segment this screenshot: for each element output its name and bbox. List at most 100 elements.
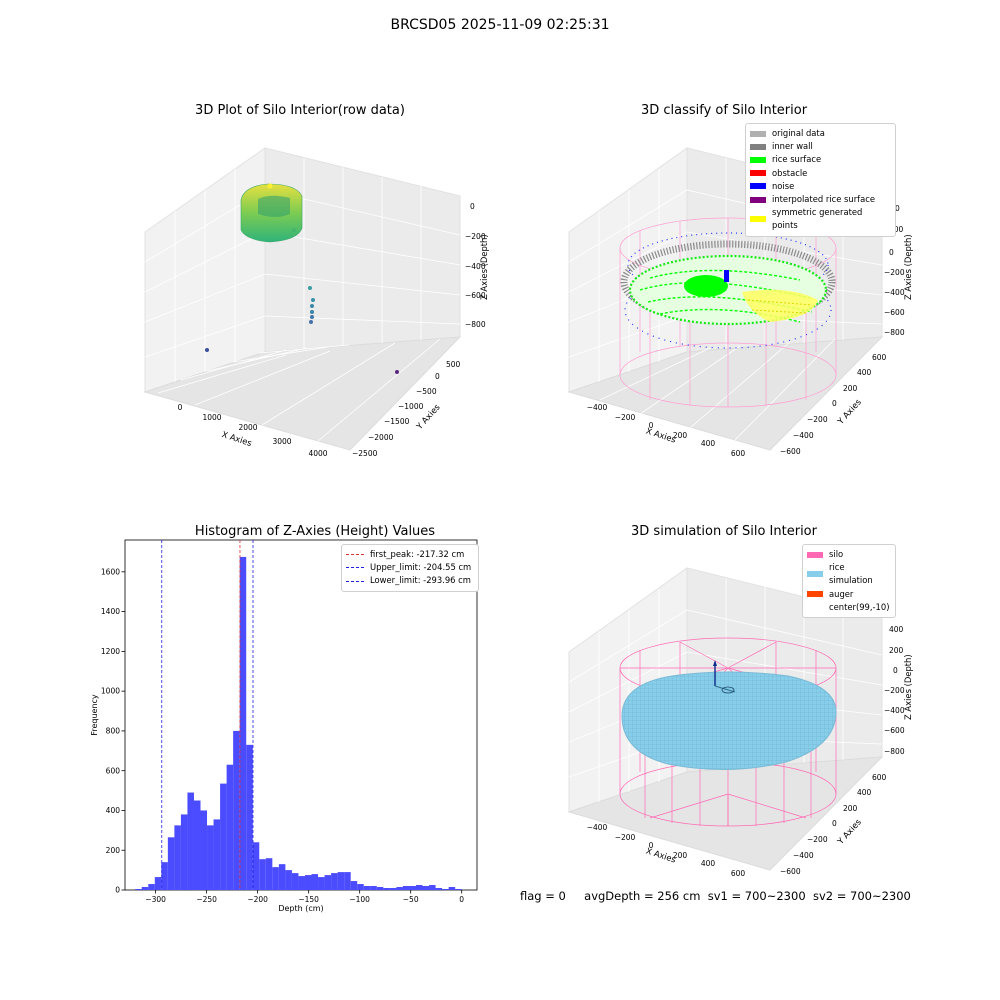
panel1-title: 3D Plot of Silo Interior(row data) bbox=[195, 103, 405, 118]
panel2-x-tick: 0 bbox=[649, 421, 654, 430]
histogram-bar bbox=[455, 889, 462, 890]
histogram-x-tick-label: −50 bbox=[403, 895, 419, 904]
panel2-noise-cluster bbox=[724, 270, 729, 282]
histogram-bar bbox=[141, 887, 149, 890]
panel4-y-tick: −200 bbox=[807, 835, 828, 844]
panel1-x-tick: 4000 bbox=[308, 449, 327, 458]
panel2-x-tick: 400 bbox=[701, 439, 716, 448]
histogram-bar bbox=[213, 819, 221, 890]
panel2-y-tick: −400 bbox=[793, 431, 814, 440]
panel4-x-tick: 0 bbox=[649, 841, 654, 850]
panel4-y-tick: 200 bbox=[843, 804, 858, 813]
panel2-y-tick: −200 bbox=[807, 415, 828, 424]
histogram-bar bbox=[409, 886, 416, 890]
panel1-y-tick: 500 bbox=[446, 360, 461, 369]
histogram-bar bbox=[357, 884, 364, 890]
panel2-z-label: Z Axies (Depth) bbox=[903, 234, 913, 300]
panel4-z-label: Z Axies (Depth) bbox=[903, 654, 913, 720]
legend-swatch bbox=[807, 591, 823, 598]
histogram-bar bbox=[265, 858, 273, 890]
legend-swatch bbox=[807, 604, 823, 610]
panel2-x-tick: 600 bbox=[731, 449, 746, 458]
histogram-bar bbox=[285, 870, 292, 890]
histogram-bar bbox=[148, 884, 155, 890]
panel4-y-tick: 600 bbox=[872, 773, 887, 782]
panel4-z-tick: 400 bbox=[889, 625, 904, 634]
panel3-title: Histogram of Z-Axies (Height) Values bbox=[194, 524, 436, 539]
panel2-symmetric-points bbox=[742, 289, 818, 322]
legend-item-interpolated-rice-surface: interpolated rice surface bbox=[750, 193, 890, 206]
histogram-y-tick-label: 1600 bbox=[101, 567, 120, 576]
histogram-bar bbox=[376, 887, 384, 890]
panel4-x-tick: −200 bbox=[615, 833, 636, 842]
panel1-z-tick: 0 bbox=[470, 202, 475, 211]
legend-item-noise: noise bbox=[750, 180, 890, 193]
status-avg-depth: avgDepth = 256 cm bbox=[584, 889, 701, 903]
panel2-y-tick: 400 bbox=[857, 368, 872, 377]
panel2-legend: original data inner wall rice surface ob… bbox=[745, 123, 896, 237]
panel2-z-tick: 0 bbox=[889, 248, 894, 257]
histogram-bar bbox=[415, 885, 423, 890]
histogram-y-tick-label: 800 bbox=[106, 727, 121, 736]
status-flag: flag = 0 bbox=[520, 889, 566, 903]
panel4-x-label: X Axies bbox=[645, 846, 678, 865]
panel2-x-tick: −200 bbox=[615, 413, 636, 422]
histogram-bar bbox=[337, 872, 345, 890]
legend-line-swatch bbox=[346, 554, 364, 556]
panel4-y-tick: 400 bbox=[857, 788, 872, 797]
panel1-data-point bbox=[395, 370, 399, 374]
panel2-z-tick: −400 bbox=[884, 288, 905, 297]
panel2-y-tick: −600 bbox=[780, 447, 801, 456]
legend-item-upper-limit: Upper_limit: -204.55 cm bbox=[346, 561, 473, 574]
panel2-z-tick: −600 bbox=[884, 308, 905, 317]
legend-item-lower-limit: Lower_limit: -293.96 cm bbox=[346, 574, 473, 587]
panel1-x-tick: 2000 bbox=[238, 423, 257, 432]
panel4-y-tick: 0 bbox=[832, 819, 837, 828]
histogram-bar bbox=[331, 873, 338, 890]
legend-swatch bbox=[750, 196, 766, 203]
panel2-title: 3D classify of Silo Interior bbox=[640, 103, 808, 118]
panel1-z-tick: −800 bbox=[465, 320, 486, 329]
histogram-bar bbox=[259, 859, 266, 890]
status-sv2: sv2 = 700~2300 bbox=[812, 889, 911, 903]
legend-item-original-data: original data bbox=[750, 127, 890, 140]
histogram-bar bbox=[226, 764, 234, 890]
legend-item-inner-wall: inner wall bbox=[750, 140, 890, 153]
panel4-y-label: Y Axies bbox=[835, 817, 863, 847]
panel2-rice-peak bbox=[684, 275, 728, 297]
panel4-x-tick: −400 bbox=[587, 823, 608, 832]
panel4-x-tick: 400 bbox=[701, 859, 716, 868]
histogram-bar bbox=[344, 872, 351, 890]
legend-swatch bbox=[807, 551, 823, 558]
panel1-y-tick: 0 bbox=[435, 372, 440, 381]
panel1-x-tick: 3000 bbox=[272, 437, 291, 446]
histogram-x-label: Depth (cm) bbox=[278, 904, 323, 913]
panel1-floor-pane bbox=[143, 336, 462, 451]
legend-swatch bbox=[750, 183, 766, 190]
legend-item-rice-simulation: rice simulation bbox=[807, 561, 890, 587]
panel1-data-point bbox=[205, 348, 209, 352]
status-sv1: sv1 = 700~2300 bbox=[707, 889, 806, 903]
legend-item-obstacle: obstacle bbox=[750, 167, 890, 180]
histogram-bar bbox=[448, 887, 456, 890]
histogram-bar bbox=[233, 730, 240, 890]
panel1-z-tick: −400 bbox=[465, 262, 486, 271]
histogram-legend: first_peak: -217.32 cm Upper_limit: -204… bbox=[341, 544, 479, 592]
panel4-z-tick: −600 bbox=[884, 726, 905, 735]
panel2-y-tick: 600 bbox=[872, 353, 887, 362]
histogram-bar bbox=[435, 888, 443, 890]
panel4-x-tick: 200 bbox=[673, 851, 688, 860]
panel1-y-tick: −2000 bbox=[368, 433, 394, 442]
panel1-data-point bbox=[292, 228, 296, 232]
histogram-bar bbox=[402, 886, 410, 890]
histogram-bar bbox=[429, 885, 436, 890]
legend-swatch bbox=[807, 571, 823, 578]
histogram-bar bbox=[252, 842, 260, 890]
panel1-data-point bbox=[310, 310, 314, 314]
panel1-data-point bbox=[267, 183, 273, 189]
panel2-floor-pane bbox=[567, 336, 884, 451]
panel4-z-tick: −800 bbox=[884, 747, 905, 756]
histogram-bar bbox=[135, 889, 142, 890]
